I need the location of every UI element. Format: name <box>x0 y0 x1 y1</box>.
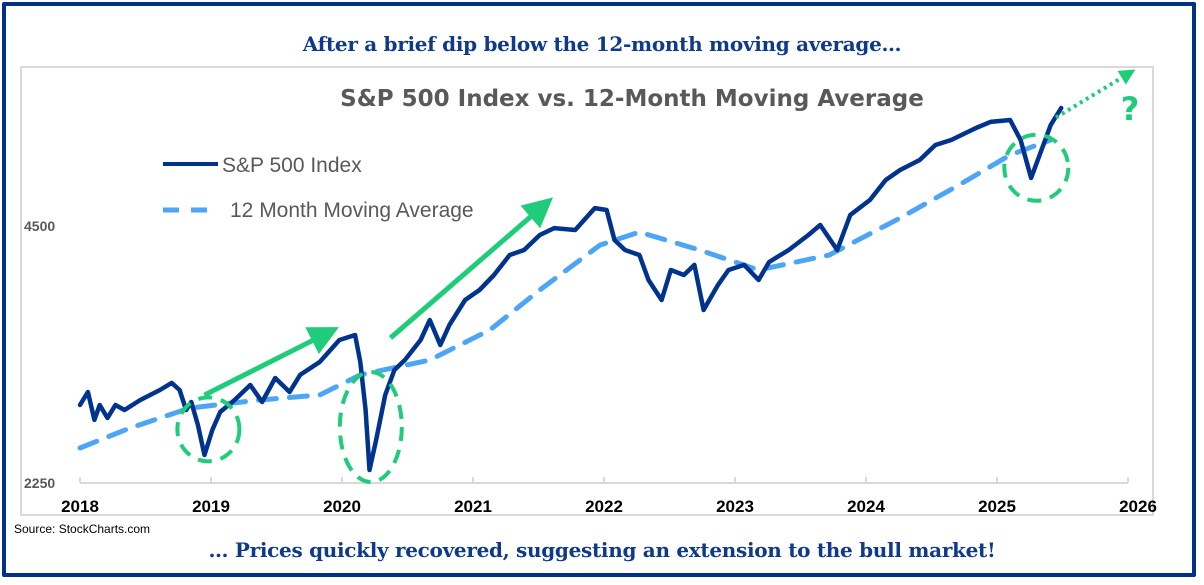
series-layer <box>77 105 1064 473</box>
x-tick-label: 2018 <box>61 497 99 516</box>
question-mark: ? <box>1121 90 1140 128</box>
dip-circle <box>337 370 404 485</box>
x-tick-label: 2025 <box>978 497 1016 516</box>
dip-circle <box>175 395 242 464</box>
x-tick-label: 2022 <box>585 497 623 516</box>
x-tick-label: 2024 <box>847 497 885 516</box>
y-tick-label: 4500 <box>24 218 55 234</box>
legend: S&P 500 Index 12 Month Moving Average <box>163 154 474 222</box>
x-tick-label: 2019 <box>192 497 230 516</box>
trend-arrow-dotted <box>1054 69 1136 120</box>
legend-label-moving-average: 12 Month Moving Average <box>230 199 474 222</box>
x-axis-ticks: 2018 2019 2020 2021 2022 2023 2024 2025 2026 <box>61 477 1157 516</box>
legend-label-sp500: S&P 500 Index <box>222 154 362 177</box>
chart-title: S&P 500 Index vs. 12-Month Moving Averag… <box>340 86 924 112</box>
x-tick-label: 2021 <box>454 497 492 516</box>
trend-arrow <box>388 197 554 340</box>
y-tick-label: 2250 <box>24 475 55 491</box>
x-tick-label: 2026 <box>1119 497 1157 516</box>
headline-bottom: … Prices quickly recovered, suggesting a… <box>208 538 996 562</box>
headline-top: After a brief dip below the 12-month mov… <box>302 32 902 56</box>
source-note: Source: StockCharts.com <box>14 522 151 536</box>
x-tick-label: 2020 <box>323 497 361 516</box>
series-line-sp500 <box>77 105 1064 473</box>
annotation-layer: ? <box>175 69 1140 485</box>
y-axis-ticks: 2250 4500 <box>24 218 55 491</box>
series-line-moving-average <box>77 137 1054 451</box>
dip-circle <box>1002 132 1071 203</box>
trend-arrow <box>203 327 339 398</box>
x-tick-label: 2023 <box>716 497 754 516</box>
